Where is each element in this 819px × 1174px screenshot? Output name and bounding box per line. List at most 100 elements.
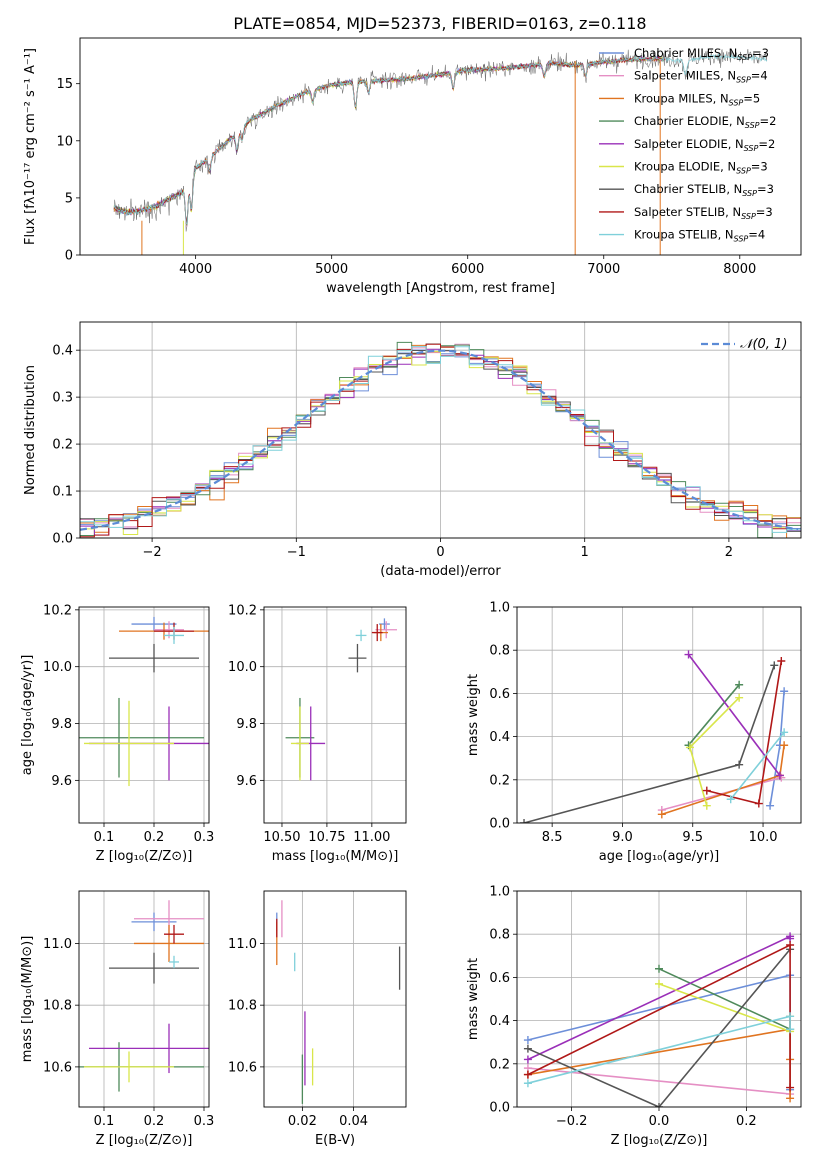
- y-tick-label: 0.2: [52, 438, 73, 453]
- legend-label: Chabrier MILES, NSSP=3: [634, 46, 769, 62]
- residual-histogram: [80, 343, 801, 538]
- x-tick-label: 9.0: [612, 830, 633, 845]
- weight-series-line: [730, 731, 785, 800]
- x-axis-label: age [log₁₀(age/yr)]: [599, 849, 720, 864]
- axes: −0.2 0.0 0.2 0.0 0.2 0.4 0.6 0.8 1.0 Z [log₁₀(Z/Z…: [466, 885, 802, 1148]
- errorbar-point: [355, 629, 367, 642]
- x-tick-label: −1: [287, 545, 306, 560]
- y-tick-label: 10.0: [228, 660, 257, 675]
- weight-marker: [685, 743, 694, 752]
- y-tick-label: 0.6: [489, 687, 510, 702]
- x-axis-label: Z [log₁₀(Z/Z⊙)]: [96, 1133, 193, 1148]
- weight-marker: [523, 1044, 532, 1053]
- weight-marker: [520, 819, 529, 823]
- panel-age-vs-Z: 0.1 0.2 0.3 9.6 9.8 10.0 10.2 Z [log₁₀(Z/Z⊙)] ag…: [20, 603, 214, 864]
- x-tick-label: 0.02: [288, 1114, 317, 1129]
- normal-reference-curve: [80, 349, 799, 531]
- errorbar-point: [89, 1023, 209, 1074]
- weight-series-line: [687, 654, 781, 776]
- y-tick-label: 0.2: [489, 773, 510, 788]
- y-tick-label: 0.1: [52, 485, 73, 500]
- plot-area: [80, 341, 801, 538]
- plot-area: [520, 650, 789, 823]
- weight-marker: [780, 687, 789, 696]
- errorbar-point: [109, 643, 199, 673]
- x-tick-label: 2: [725, 545, 733, 560]
- axes: 10.50 10.75 11.00 9.6 9.8 10.0 10.2 mass [log₁₀…: [228, 603, 407, 864]
- y-tick-label: 0.2: [489, 1057, 510, 1072]
- x-tick-label: 10.50: [263, 830, 300, 845]
- plot-area: [79, 616, 209, 787]
- weight-series-line: [658, 968, 791, 1030]
- y-tick-label: 0.8: [489, 928, 510, 943]
- legend-label: Salpeter MILES, NSSP=4: [634, 69, 768, 85]
- legend-label: Kroupa MILES, NSSP=5: [634, 91, 760, 107]
- axes-frame: [78, 606, 210, 824]
- x-tick-label: 8000: [723, 262, 756, 277]
- panel-weight-vs-age: 8.5 9.0 9.5 10.0 0.0 0.2 0.4 0.6 0.8 1.0 age [log₁…: [466, 601, 802, 864]
- weight-series-line: [687, 684, 740, 746]
- legend-label: Chabrier ELODIE, NSSP=2: [634, 114, 776, 130]
- errorbar-point: [109, 952, 199, 984]
- weight-marker: [786, 1094, 795, 1103]
- panel-mass-vs-EBV: 0.02 0.04 10.6 10.8 11.0 E(B-V): [228, 890, 407, 1148]
- x-tick-label: 1: [581, 545, 589, 560]
- weight-marker: [786, 1012, 795, 1021]
- y-axis-label: Flux [fλ10⁻¹⁷ erg cm⁻² s⁻¹ A⁻¹]: [23, 48, 38, 245]
- y-tick-label: 0.4: [489, 1014, 510, 1029]
- weight-marker: [523, 1070, 532, 1079]
- x-tick-label: 0: [436, 545, 444, 560]
- y-tick-label: 0.0: [489, 817, 510, 832]
- spectrum-legend: Chabrier MILES, NSSP=3 Salpeter MILES, NS…: [599, 46, 776, 244]
- panel-age-vs-mass: 10.50 10.75 11.00 9.6 9.8 10.0 10.2 mass [log₁₀…: [228, 603, 407, 864]
- x-tick-label: 10.0: [749, 830, 778, 845]
- weight-series-line: [527, 948, 791, 1107]
- x-tick-label: 4000: [179, 262, 212, 277]
- weight-marker: [786, 1025, 795, 1034]
- weight-marker: [735, 693, 744, 702]
- axes: 8.5 9.0 9.5 10.0 0.0 0.2 0.4 0.6 0.8 1.0 age [log₁…: [466, 601, 802, 864]
- y-tick-label: 10.0: [43, 660, 72, 675]
- y-tick-label: 10.6: [43, 1060, 72, 1075]
- y-tick-label: 0.4: [52, 344, 73, 359]
- axes-frame: [79, 37, 802, 256]
- weight-marker: [735, 680, 744, 689]
- x-tick-label: 0.1: [94, 1114, 115, 1129]
- weight-marker: [766, 801, 775, 810]
- errorbar-point: [348, 643, 367, 673]
- data-spectrum-line: [113, 49, 768, 232]
- x-tick-label: 7000: [587, 262, 620, 277]
- errorbar-point: [164, 924, 184, 944]
- errorbar-point: [79, 697, 204, 778]
- y-tick-label: 15: [56, 77, 73, 92]
- plot-area: [79, 900, 209, 1092]
- x-axis-label: wavelength [Angstrom, rest frame]: [326, 281, 555, 296]
- x-tick-label: 9.5: [682, 830, 703, 845]
- axes-frame: [263, 890, 407, 1108]
- legend-label: Kroupa STELIB, NSSP=4: [634, 228, 765, 244]
- weight-marker: [523, 1079, 532, 1088]
- weight-marker: [523, 1055, 532, 1064]
- y-tick-label: 9.8: [51, 717, 72, 732]
- weight-marker: [726, 795, 735, 804]
- plot-area: [113, 49, 768, 255]
- x-tick-label: −0.2: [556, 1114, 588, 1129]
- x-tick-label: 0.1: [94, 830, 115, 845]
- model-fit-line: [113, 53, 768, 225]
- errorbar-point: [290, 706, 309, 781]
- weight-marker: [655, 979, 663, 988]
- weight-marker: [786, 941, 795, 949]
- x-axis-label: (data-model)/error: [380, 564, 501, 579]
- panel-mass-vs-Z: 0.1 0.2 0.3 10.6 10.8 11.0 Z [log₁₀(Z/Z⊙)] mass…: [20, 890, 214, 1148]
- x-axis-label: E(B-V): [315, 1133, 355, 1148]
- y-tick-label: 10.2: [228, 603, 257, 618]
- errorbar-point: [164, 626, 184, 644]
- y-tick-label: 0.0: [52, 532, 73, 547]
- weight-marker: [777, 657, 786, 665]
- weight-marker: [770, 661, 779, 670]
- weight-marker: [655, 964, 663, 973]
- weight-marker: [657, 810, 666, 819]
- plot-area: [285, 618, 398, 781]
- y-tick-label: 0.0: [489, 1101, 510, 1116]
